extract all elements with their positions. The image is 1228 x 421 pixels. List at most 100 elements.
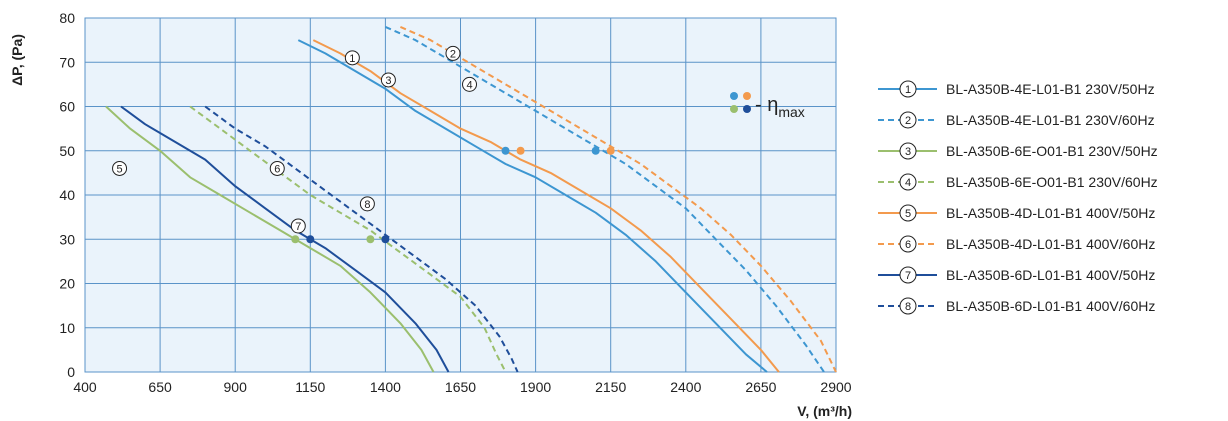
y-tick-label-8: 80 (59, 10, 75, 26)
curve-label-number-6: 6 (274, 163, 280, 175)
series-line-6 (399, 25, 837, 373)
legend-item-1: 1 BL-A350B-4E-L01-B1 230V/50Hz (878, 80, 1155, 98)
legend-marker-circle-8 (899, 297, 917, 315)
eta-dot-dark-blue (743, 105, 751, 113)
curve-label-3: 3 (380, 72, 396, 88)
eta-max-label: - ηmax (755, 94, 805, 120)
legend-label-3: BL-A350B-6E-O01-B1 230V/50Hz (946, 143, 1158, 159)
eta-max-subscript: max (778, 104, 804, 120)
x-tick-label-7: 2150 (595, 379, 626, 395)
legend-marker-number-6: 6 (905, 239, 911, 251)
curve-label-number-5: 5 (116, 163, 122, 175)
series-line-3 (105, 105, 435, 373)
legend-marker-circle-6 (899, 235, 917, 253)
legend-marker-number-8: 8 (905, 301, 911, 313)
legend-marker-number-7: 7 (905, 270, 911, 282)
curve-label-2: 2 (445, 45, 461, 61)
legend-label-2: BL-A350B-4E-L01-B1 230V/60Hz (946, 112, 1155, 128)
curve-label-number-1: 1 (349, 53, 355, 65)
x-tick-label-5: 1650 (445, 379, 476, 395)
legend-marker-circle-1 (899, 80, 917, 98)
eta-max-point-2 (591, 146, 600, 155)
eta-max-points (291, 146, 615, 244)
curve-label-4: 4 (462, 76, 478, 92)
eta-max-point-8 (381, 235, 390, 244)
curve-label-circle-7 (290, 218, 306, 234)
legend-label-6: BL-A350B-4D-L01-B1 400V/60Hz (946, 236, 1155, 252)
x-tick-label-6: 1900 (520, 379, 551, 395)
x-tick-label-1: 650 (148, 379, 172, 395)
curve-label-circle-4 (462, 76, 478, 92)
legend-label-1: BL-A350B-4E-L01-B1 230V/50Hz (946, 81, 1155, 97)
x-axis-title: V, (m³/h) (797, 403, 852, 419)
x-tick-label-10: 2900 (820, 379, 851, 395)
eta-max-point-3 (291, 235, 300, 244)
legend-label-7: BL-A350B-6D-L01-B1 400V/50Hz (946, 267, 1155, 283)
y-tick-label-7: 70 (59, 54, 75, 70)
legend-label-5: BL-A350B-4D-L01-B1 400V/50Hz (946, 205, 1155, 221)
series-line-2 (384, 25, 825, 373)
legend-label-4: BL-A350B-6E-O01-B1 230V/60Hz (946, 174, 1158, 190)
legend-marker-number-5: 5 (905, 208, 911, 220)
x-tick-label-2: 900 (224, 379, 248, 395)
curve-label-7: 7 (290, 218, 306, 234)
legend-item-4: 4 BL-A350B-6E-O01-B1 230V/60Hz (878, 173, 1158, 191)
legend-item-7: 7 BL-A350B-6D-L01-B1 400V/50Hz (878, 266, 1155, 284)
eta-dot-orange (743, 92, 751, 100)
legend: 1 BL-A350B-4E-L01-B1 230V/50Hz 2 BL-A350B-4… (878, 80, 1158, 315)
curve-number-labels: 1 2 3 4 5 6 7 8 (112, 45, 478, 234)
legend-marker-number-1: 1 (905, 84, 911, 96)
legend-marker-circle-7 (899, 266, 917, 284)
curve-label-number-3: 3 (385, 75, 391, 87)
x-tick-label-3: 1150 (295, 379, 325, 395)
curve-label-circle-2 (445, 45, 461, 61)
legend-marker-number-4: 4 (905, 177, 911, 189)
legend-item-8: 8 BL-A350B-6D-L01-B1 400V/60Hz (878, 297, 1155, 315)
legend-marker-circle-3 (899, 142, 917, 160)
x-tick-label-9: 2650 (745, 379, 776, 395)
legend-marker-circle-5 (899, 204, 917, 222)
legend-item-3: 3 BL-A350B-6E-O01-B1 230V/50Hz (878, 142, 1158, 160)
y-tick-label-3: 30 (59, 231, 75, 247)
curve-label-circle-5 (112, 160, 128, 176)
curve-label-1: 1 (344, 50, 360, 66)
y-tick-label-4: 40 (59, 187, 75, 203)
curve-label-number-4: 4 (466, 79, 472, 91)
x-tick-label-4: 1400 (370, 379, 401, 395)
y-axis-title: ΔP, (Pa) (9, 34, 25, 86)
eta-max-legend: - ηmax (730, 92, 805, 120)
legend-label-8: BL-A350B-6D-L01-B1 400V/60Hz (946, 298, 1155, 314)
y-tick-label-2: 20 (59, 276, 75, 292)
curve-label-number-8: 8 (364, 199, 370, 211)
legend-marker-circle-2 (899, 111, 917, 129)
series-line-1 (297, 39, 768, 373)
eta-dot-light-blue (730, 92, 738, 100)
legend-marker-number-2: 2 (905, 115, 911, 127)
legend-item-2: 2 BL-A350B-4E-L01-B1 230V/60Hz (878, 111, 1155, 129)
legend-marker-circle-4 (899, 173, 917, 191)
eta-dot-green (730, 105, 738, 113)
curve-label-6: 6 (269, 160, 285, 176)
legend-item-6: 6 BL-A350B-4D-L01-B1 400V/60Hz (878, 235, 1155, 253)
curve-label-circle-1 (344, 50, 360, 66)
curve-label-number-7: 7 (295, 221, 301, 233)
x-tick-label-0: 400 (73, 379, 97, 395)
series-line-8 (204, 105, 519, 373)
tick-labels: 400 650 900 1150 1400 1650 1900 2150 2400 2650 290… (59, 10, 851, 395)
series-line-4 (189, 105, 507, 373)
y-tick-label-5: 50 (59, 143, 75, 159)
y-tick-label-0: 0 (67, 364, 75, 380)
curve-label-circle-3 (380, 72, 396, 88)
curve-label-8: 8 (359, 196, 375, 212)
curve-label-number-2: 2 (450, 48, 456, 60)
eta-max-point-1 (501, 146, 510, 155)
curve-label-circle-6 (269, 160, 285, 176)
y-tick-label-1: 10 (59, 320, 75, 336)
eta-max-point-4 (366, 235, 375, 244)
eta-max-point-6 (606, 146, 615, 155)
eta-max-prefix: - η (755, 94, 778, 116)
eta-max-point-5 (516, 146, 525, 155)
y-tick-label-6: 60 (59, 99, 75, 115)
legend-marker-number-3: 3 (905, 146, 911, 158)
